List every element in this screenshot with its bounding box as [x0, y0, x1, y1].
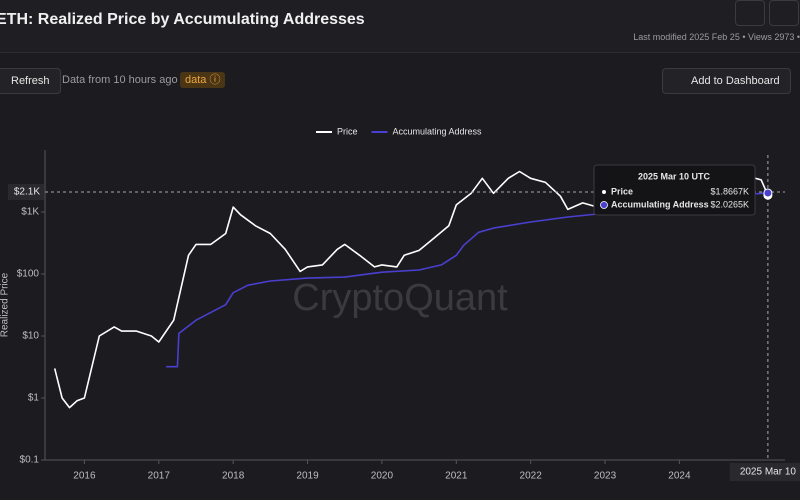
tooltip-name: Price [611, 186, 633, 196]
tooltip-name: Accumulating Address [611, 199, 709, 209]
crosshair-y-box [8, 184, 44, 201]
watermark: CryptoQuant [292, 277, 508, 319]
tooltip-swatch [600, 201, 608, 209]
tooltip-value: $2.0265K [710, 199, 749, 209]
x-tick-label: 2022 [520, 471, 543, 482]
y-axis-label: Realized Price [0, 272, 11, 337]
page-title: ETH: Realized Price by Accumulating Addr… [0, 11, 365, 28]
y-tick-label: $1K [21, 207, 39, 218]
data-status: Data from 10 hours ago [62, 74, 178, 86]
tooltip [593, 164, 756, 216]
x-tick-label: 2016 [73, 471, 96, 482]
tooltip-value: $1.8667K [710, 186, 749, 196]
x-tick-label: 2024 [668, 471, 691, 482]
tooltip-title: 2025 Mar 10 UTC [638, 171, 711, 181]
x-tick-label: 2021 [445, 471, 468, 482]
add-dashboard-button[interactable]: Add to Dashboard [662, 68, 791, 94]
top-bar: ETH: Realized Price by Accumulating Addr… [0, 0, 800, 53]
y-tick-label: $100 [17, 269, 40, 280]
y-tick-label: $10 [22, 331, 39, 342]
crosshair-x-label: 2025 Mar 10 [740, 467, 797, 478]
y-tick-label: $1 [28, 393, 40, 404]
toolbar: Refresh Data from 10 hours ago data ⓘ Ad… [0, 66, 800, 94]
y-tick-label: $0.1 [20, 455, 40, 466]
legend-label: Accumulating Address [393, 126, 483, 136]
bookmark-button[interactable] [769, 0, 799, 26]
data-badge[interactable]: data ⓘ [180, 72, 226, 88]
x-tick-label: 2017 [148, 471, 171, 482]
x-tick-label: 2018 [222, 471, 245, 482]
meta-info: Last modified 2025 Feb 25 • Views 2973 • [633, 32, 800, 42]
tooltip-swatch [602, 190, 606, 194]
x-tick-label: 2019 [296, 471, 319, 482]
crosshair-dot [763, 188, 773, 198]
refresh-button[interactable]: Refresh [0, 68, 61, 94]
x-tick-label: 2020 [371, 471, 394, 482]
crosshair-y-label: $2.1K [14, 187, 40, 198]
legend-label: Price [337, 126, 358, 136]
x-tick-label: 2023 [594, 471, 617, 482]
crosshair-x-box [729, 463, 800, 481]
like-button[interactable] [735, 0, 765, 26]
